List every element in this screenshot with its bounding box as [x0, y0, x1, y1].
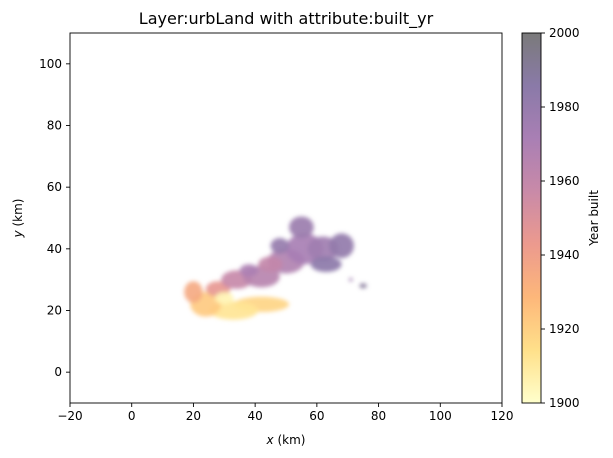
colorbar-tick-label: 1980 — [549, 100, 580, 114]
urban-patch — [289, 216, 314, 239]
urban-patch — [258, 256, 283, 272]
x-tick-label: 80 — [371, 409, 386, 423]
colorbar-ticks: 1900 1920 1940 1960 1980 2000 — [541, 26, 580, 410]
x-axis-label-var: x — [266, 433, 275, 447]
x-tick-label: −20 — [57, 409, 82, 423]
y-tick-label: 80 — [47, 119, 62, 133]
y-tick-label: 40 — [47, 242, 62, 256]
urban-patch — [184, 281, 203, 303]
urban-patch — [239, 264, 259, 277]
y-tick-label: 100 — [39, 57, 62, 71]
x-tick-label: 100 — [429, 409, 452, 423]
y-tick-label: 60 — [47, 180, 62, 194]
colorbar-tick-label: 1940 — [549, 248, 580, 262]
urban-area — [184, 216, 367, 320]
x-tick-label: 0 — [128, 409, 136, 423]
colorbar-label: Year built — [587, 190, 601, 247]
y-axis-label: y (km) — [11, 199, 25, 239]
plot-frame — [69, 32, 503, 404]
colorbar-tick-label: 1900 — [549, 396, 580, 410]
urban-patch — [348, 277, 353, 282]
x-tick-label: 20 — [186, 409, 201, 423]
urban-patch — [329, 233, 354, 259]
urban-patch — [208, 301, 259, 320]
x-tick-label: 60 — [309, 409, 324, 423]
x-axis-label: x (km) — [266, 433, 306, 447]
colorbar — [521, 32, 542, 404]
colorbar-tick-label: 2000 — [549, 26, 580, 40]
x-axis-label-unit: (km) — [274, 433, 306, 447]
y-tick-label: 20 — [47, 304, 62, 318]
colorbar-tick-label: 1960 — [549, 174, 580, 188]
colorbar-tick-label: 1920 — [549, 322, 580, 336]
y-axis-label-unit: (km) — [11, 199, 25, 231]
urban-patch — [310, 256, 342, 272]
urban-patch — [270, 238, 290, 254]
x-axis: −20 0 20 40 60 80 100 120 — [57, 403, 513, 423]
plot-marks — [184, 216, 367, 320]
urban-patch — [359, 283, 367, 289]
urban-patch — [215, 292, 234, 305]
y-axis-label-var: y — [11, 229, 25, 238]
chart-title: Layer:urbLand with attribute:built_yr — [139, 9, 434, 29]
x-tick-label: 120 — [491, 409, 514, 423]
y-tick-label: 0 — [54, 365, 62, 379]
y-axis: 0 20 40 60 80 100 — [39, 57, 70, 379]
x-tick-label: 40 — [248, 409, 263, 423]
